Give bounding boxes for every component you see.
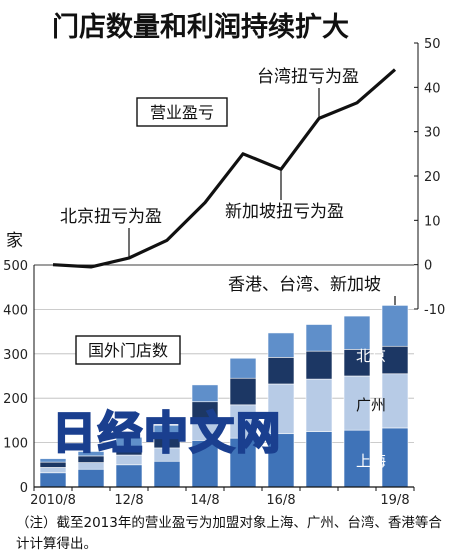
bar-segment-3 [229, 377, 257, 406]
bar-segment-3 [305, 350, 333, 380]
bar-segment-2 [305, 378, 333, 432]
right-tick-label: 10 [424, 214, 441, 229]
right-tick-label: 40 [424, 81, 441, 96]
bar-segment-1 [153, 460, 181, 488]
bar-segment-4 [305, 324, 333, 352]
segment-label-shanghai: 上海 [356, 452, 386, 470]
bar-segment-2 [381, 373, 409, 429]
bar-segment-1 [191, 440, 219, 488]
x-tick-label: 16/8 [266, 493, 295, 508]
stores-box-label: 国外门店数 [88, 341, 168, 360]
stores-box-frame [75, 335, 181, 365]
profit-box-frame [136, 97, 228, 127]
bar-segment-4 [153, 424, 181, 437]
bar-segment-4 [343, 315, 371, 350]
segment-label-beijing: 北京 [356, 347, 386, 365]
bar-segment-4 [115, 436, 143, 447]
tick-labels: 0 100 200 300 400 500 -10 0 10 20 30 40 50 2010/8 12/8… [3, 37, 445, 508]
bar-segment-3 [343, 349, 371, 377]
left-tick-label: 200 [3, 392, 28, 407]
right-tick-label: 20 [424, 170, 441, 185]
profit-line [52, 68, 397, 269]
bar-segment-1 [39, 472, 67, 488]
bar-segment-2 [77, 462, 105, 470]
left-tick-label: 100 [3, 437, 28, 452]
annotation-leaders [128, 88, 396, 305]
right-tick-label: -10 [424, 303, 445, 318]
left-axis-unit: 家 [6, 231, 23, 251]
bar-segment-1 [343, 429, 371, 488]
bar-segment-4 [77, 451, 105, 457]
annotation-region-top: 香港、台湾、新加坡 [228, 275, 381, 295]
bar-segment-3 [381, 345, 409, 375]
bar-segment-2 [343, 375, 371, 431]
segment-label-guangzhou: 广州 [356, 396, 386, 414]
x-tick-label: 14/8 [190, 493, 219, 508]
left-tick-label: 500 [3, 259, 28, 274]
right-tick-label: 30 [424, 126, 441, 141]
bar-segment-1 [115, 464, 143, 488]
axes [33, 42, 419, 491]
watermark: 日经中文网 [52, 408, 282, 459]
bar-segment-3 [39, 461, 67, 468]
bar-segment-4 [381, 305, 409, 347]
bar-segment-3 [267, 357, 295, 385]
annotation-beijing: 北京扭亏为盈 [60, 207, 162, 227]
annotation-singapore: 新加坡扭亏为盈 [225, 202, 344, 222]
bar-segment-2 [39, 467, 67, 474]
left-tick-label: 400 [3, 303, 28, 318]
bar-segment-1 [229, 437, 257, 488]
bar-segment-4 [267, 332, 295, 358]
profit-box-label: 营业盈亏 [150, 103, 214, 122]
bar-segment-1 [305, 431, 333, 488]
x-tick-label: 19/8 [380, 493, 409, 508]
x-tick-label: 2010/8 [30, 493, 76, 508]
right-tick-label: 0 [424, 259, 432, 274]
annotation-taiwan: 台湾扭亏为盈 [257, 67, 359, 87]
right-tick-label: 50 [424, 37, 441, 52]
left-tick-label: 0 [20, 481, 28, 496]
bars [39, 305, 409, 488]
chart-title: 门店数量和利润持续扩大 [52, 11, 349, 43]
bar-segment-1 [267, 433, 295, 488]
bar-segment-4 [191, 384, 219, 403]
bar-segment-2 [229, 404, 257, 439]
left-tick-label: 300 [3, 348, 28, 363]
footnote: （注）截至2013年的营业盈亏为加盟对象上海、广州、台湾、香港等合计计算得出。 [16, 515, 442, 552]
bar-segment-4 [229, 357, 257, 379]
bar-segment-4 [39, 458, 67, 463]
x-tick-label: 12/8 [114, 493, 143, 508]
bar-segment-1 [77, 468, 105, 488]
